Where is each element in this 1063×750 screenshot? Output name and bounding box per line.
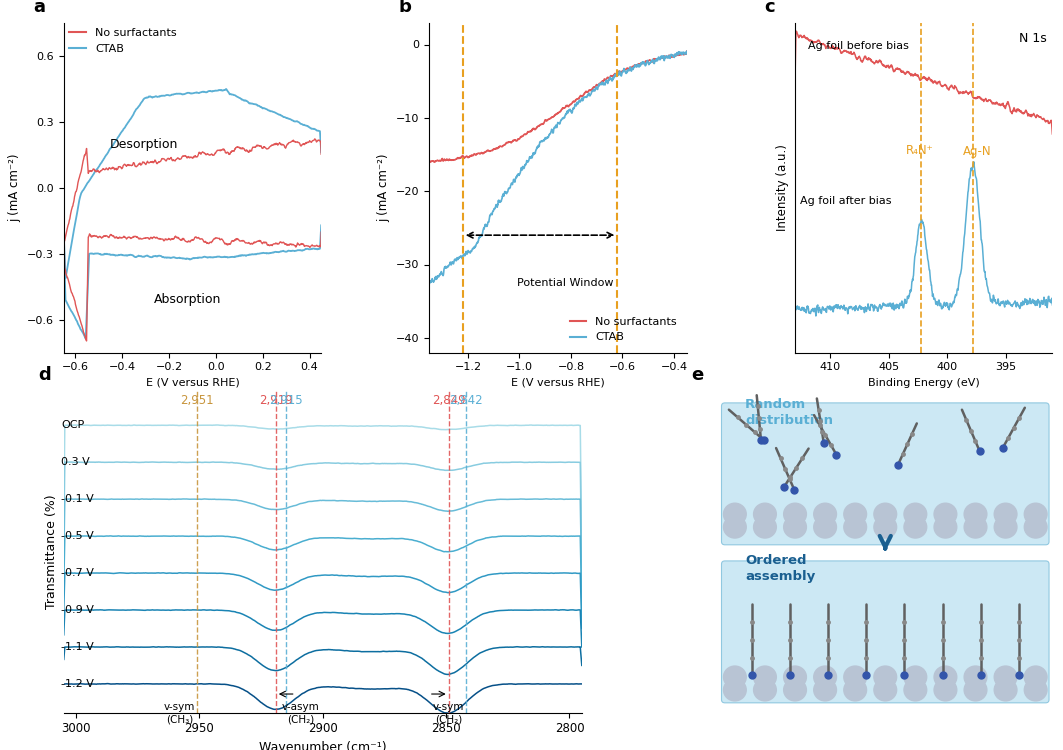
- Circle shape: [874, 679, 896, 701]
- Circle shape: [904, 666, 927, 688]
- Circle shape: [844, 516, 866, 538]
- X-axis label: E (V versus RHE): E (V versus RHE): [146, 378, 239, 388]
- Circle shape: [994, 679, 1017, 701]
- X-axis label: Binding Energy (eV): Binding Energy (eV): [867, 378, 979, 388]
- Circle shape: [994, 503, 1017, 525]
- Circle shape: [724, 679, 746, 701]
- Text: -0.9 V: -0.9 V: [62, 605, 95, 615]
- Circle shape: [754, 679, 776, 701]
- Circle shape: [814, 666, 837, 688]
- Circle shape: [1025, 666, 1047, 688]
- Circle shape: [783, 666, 807, 688]
- Circle shape: [934, 516, 957, 538]
- Text: v-sym
(CH₂): v-sym (CH₂): [433, 703, 465, 724]
- Text: Ag-N: Ag-N: [962, 145, 991, 158]
- Circle shape: [783, 679, 807, 701]
- Circle shape: [754, 666, 776, 688]
- Circle shape: [1025, 516, 1047, 538]
- Text: Potential Window: Potential Window: [517, 278, 613, 289]
- Circle shape: [844, 679, 866, 701]
- Text: -1.1 V: -1.1 V: [62, 642, 94, 652]
- Text: Desorption: Desorption: [111, 138, 179, 151]
- Text: Ag foil before bias: Ag foil before bias: [808, 41, 909, 51]
- Circle shape: [814, 516, 837, 538]
- Text: 2,849: 2,849: [432, 394, 466, 406]
- Circle shape: [1025, 503, 1047, 525]
- Text: R₄N⁺: R₄N⁺: [906, 145, 933, 158]
- Circle shape: [814, 503, 837, 525]
- Circle shape: [754, 516, 776, 538]
- Circle shape: [783, 503, 807, 525]
- Circle shape: [994, 516, 1017, 538]
- Circle shape: [724, 666, 746, 688]
- FancyBboxPatch shape: [722, 561, 1049, 703]
- X-axis label: Wavenumber (cm⁻¹): Wavenumber (cm⁻¹): [259, 741, 387, 750]
- Circle shape: [904, 516, 927, 538]
- Text: -0.1 V: -0.1 V: [62, 494, 94, 504]
- Text: N 1s: N 1s: [1019, 32, 1047, 46]
- Circle shape: [844, 666, 866, 688]
- Text: Absorption: Absorption: [154, 293, 221, 306]
- Circle shape: [874, 516, 896, 538]
- Y-axis label: Transmittance (%): Transmittance (%): [46, 494, 58, 608]
- Circle shape: [964, 679, 986, 701]
- Circle shape: [814, 679, 837, 701]
- Circle shape: [724, 516, 746, 538]
- Circle shape: [1025, 679, 1047, 701]
- Text: -1.2 V: -1.2 V: [62, 679, 95, 689]
- Text: Random
distribution: Random distribution: [745, 398, 833, 427]
- Legend: No surfactants, CTAB: No surfactants, CTAB: [69, 28, 176, 53]
- Circle shape: [844, 503, 866, 525]
- Text: 2,915: 2,915: [269, 394, 303, 406]
- Text: e: e: [691, 365, 704, 383]
- Text: 2,951: 2,951: [180, 394, 214, 406]
- Text: 2,919: 2,919: [259, 394, 292, 406]
- FancyBboxPatch shape: [722, 403, 1049, 544]
- Y-axis label: j (mA cm⁻²): j (mA cm⁻²): [377, 153, 390, 222]
- Text: c: c: [764, 0, 775, 16]
- Circle shape: [724, 503, 746, 525]
- Text: 2,842: 2,842: [449, 394, 483, 406]
- Text: 0.3 V: 0.3 V: [62, 458, 90, 467]
- Circle shape: [904, 503, 927, 525]
- Circle shape: [934, 503, 957, 525]
- Y-axis label: j (mA cm⁻²): j (mA cm⁻²): [9, 153, 21, 222]
- Circle shape: [934, 679, 957, 701]
- Circle shape: [964, 666, 986, 688]
- Legend: No surfactants, CTAB: No surfactants, CTAB: [566, 313, 681, 347]
- Text: b: b: [399, 0, 411, 16]
- Circle shape: [964, 503, 986, 525]
- Y-axis label: Intensity (a.u.): Intensity (a.u.): [776, 144, 790, 231]
- Circle shape: [874, 503, 896, 525]
- Text: -0.7 V: -0.7 V: [62, 568, 95, 578]
- Circle shape: [934, 666, 957, 688]
- Text: v-sym
(CH₃): v-sym (CH₃): [164, 703, 196, 724]
- Circle shape: [964, 516, 986, 538]
- Text: a: a: [33, 0, 45, 16]
- Text: v-asym
(CH₂): v-asym (CH₂): [282, 703, 320, 724]
- X-axis label: E (V versus RHE): E (V versus RHE): [511, 378, 605, 388]
- Text: -0.5 V: -0.5 V: [62, 531, 94, 542]
- Text: Ordered
assembly: Ordered assembly: [745, 554, 815, 584]
- Text: OCP: OCP: [62, 420, 85, 430]
- Circle shape: [874, 666, 896, 688]
- Circle shape: [754, 503, 776, 525]
- Text: Ag foil after bias: Ag foil after bias: [800, 196, 892, 206]
- Circle shape: [904, 679, 927, 701]
- Circle shape: [994, 666, 1017, 688]
- Circle shape: [783, 516, 807, 538]
- Text: d: d: [38, 365, 51, 383]
